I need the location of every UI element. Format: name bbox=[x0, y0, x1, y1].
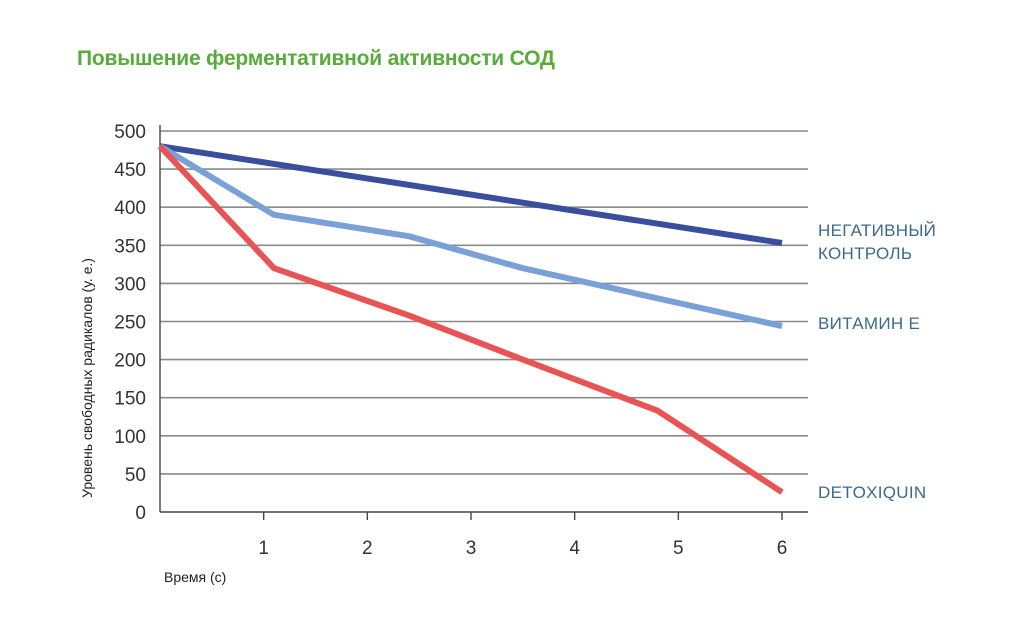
y-tick-label-400: 400 bbox=[114, 198, 146, 219]
x-tick-labels: 1 2 3 4 5 6 bbox=[258, 538, 787, 559]
series-label-1-line-1: НЕГАТИВНЫЙ bbox=[818, 221, 936, 240]
y-tick-labels: 0 50 100 150 200 250 300 350 400 450 500 bbox=[114, 122, 146, 524]
series-labels: НЕГАТИВНЫЙ КОНТРОЛЬ ВИТАМИН Е DETOXIQUIN bbox=[818, 221, 936, 502]
series-line-1 bbox=[159, 143, 783, 246]
x-tick-label-5: 5 bbox=[673, 538, 684, 559]
x-tick-label-4: 4 bbox=[569, 538, 580, 559]
x-tick-label-1: 1 bbox=[258, 538, 269, 559]
series-label-2-line-1: ВИТАМИН Е bbox=[818, 314, 920, 333]
x-axis-label: Время (с) bbox=[164, 569, 226, 585]
y-tick-label-500: 500 bbox=[114, 122, 146, 143]
series-line-2 bbox=[158, 143, 783, 330]
y-axis-label: Уровень свободных радикалов (у. е.) bbox=[79, 258, 95, 498]
y-tick-label-100: 100 bbox=[114, 427, 146, 448]
y-tick-label-450: 450 bbox=[114, 160, 146, 181]
series-line-3 bbox=[157, 144, 784, 495]
series-label-1-line-2: КОНТРОЛЬ bbox=[818, 244, 912, 263]
series-lines bbox=[157, 143, 784, 495]
axes bbox=[159, 125, 808, 520]
y-tick-label-300: 300 bbox=[114, 274, 146, 295]
chart-title: Повышение ферментативной активности СОД bbox=[77, 47, 555, 70]
grid-lines bbox=[160, 130, 808, 475]
y-tick-label-0: 0 bbox=[135, 503, 146, 524]
y-tick-label-250: 250 bbox=[114, 313, 146, 334]
y-tick-label-50: 50 bbox=[125, 465, 146, 486]
x-tick-label-6: 6 bbox=[777, 538, 788, 559]
y-tick-label-150: 150 bbox=[114, 389, 146, 410]
series-label-3-line-1: DETOXIQUIN bbox=[818, 483, 926, 502]
y-tick-label-200: 200 bbox=[114, 351, 146, 372]
y-tick-label-350: 350 bbox=[114, 236, 146, 257]
x-tick-label-3: 3 bbox=[466, 538, 477, 559]
x-tick-label-2: 2 bbox=[362, 538, 373, 559]
